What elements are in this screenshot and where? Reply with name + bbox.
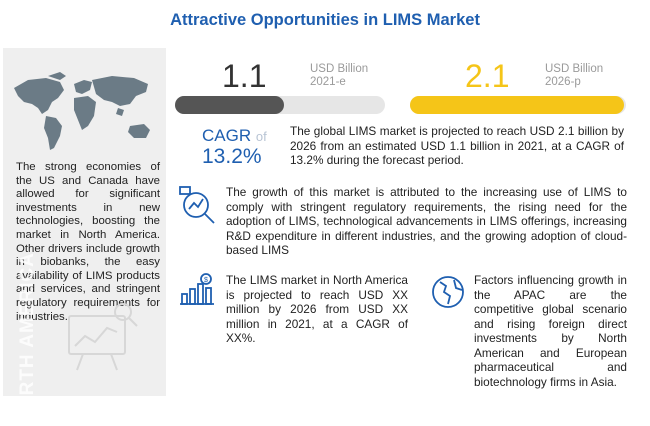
stat-2026-bar-fill — [410, 96, 624, 114]
growth-description: The growth of this market is attributed … — [226, 185, 627, 257]
cagr-label: CAGR of — [202, 126, 267, 145]
stat-2026-value: 2.1 — [465, 58, 510, 94]
svg-text:$: $ — [204, 277, 208, 284]
north-america-description: The LIMS market in North America is proj… — [226, 273, 408, 345]
stat-2021-bar-fill — [175, 96, 285, 114]
stat-2021-unit: USD Billion 2021-e — [310, 63, 369, 88]
sidebar-text: The strong economies of the US and Canad… — [16, 161, 160, 323]
cagr-value: 13.2% — [202, 145, 262, 168]
stat-2021-bar — [175, 96, 385, 114]
cagr-description: The global LIMS market is projected to r… — [290, 124, 624, 167]
sidebar-north-america: The strong economies of the US and Canad… — [3, 48, 166, 426]
bar-chart-dollar-icon: $ — [180, 273, 214, 305]
analyst-chart-icon — [68, 303, 138, 371]
vertical-region-label: NORTH AMERICA — [16, 252, 38, 426]
stat-2026-bar — [410, 96, 626, 114]
globe-icon — [432, 276, 464, 308]
growth-analysis-icon — [179, 186, 215, 224]
page-title: Attractive Opportunities in LIMS Market — [170, 11, 480, 29]
apac-description: Factors influencing growth in the APAC a… — [474, 273, 627, 389]
world-map-icon — [14, 72, 150, 150]
stat-2021-value: 1.1 — [222, 58, 267, 94]
stat-2026-unit: USD Billion 2026-p — [545, 63, 604, 88]
